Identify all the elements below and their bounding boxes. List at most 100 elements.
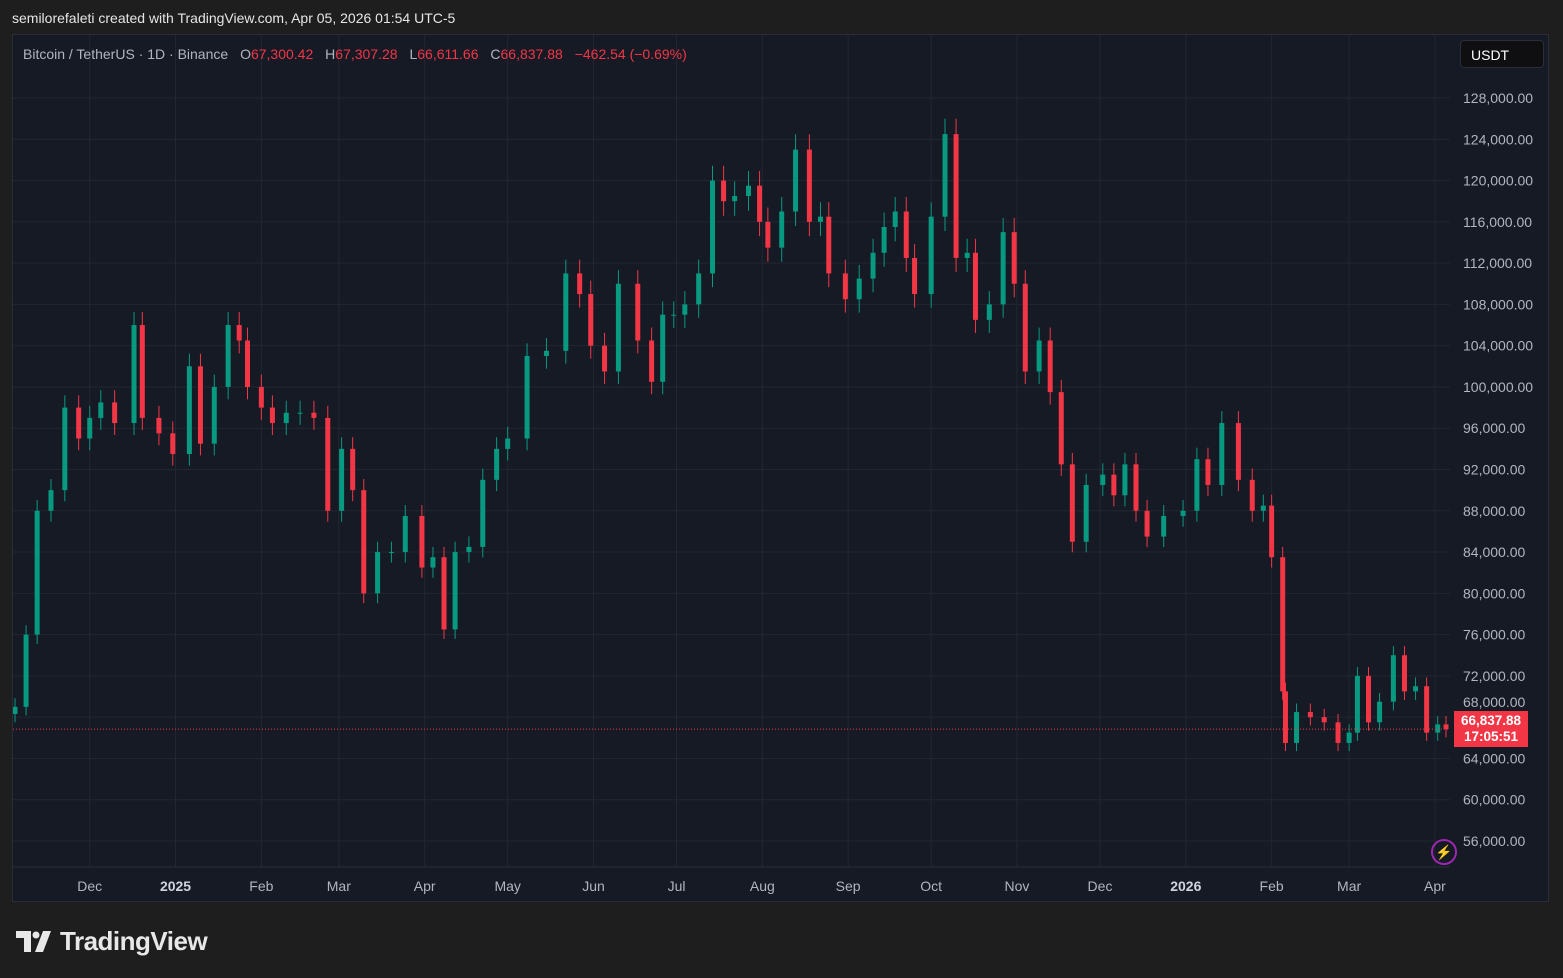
candle-up <box>13 706 18 714</box>
time-axis-label: Aug <box>750 878 775 894</box>
candle-up <box>225 325 231 387</box>
candle-up <box>494 448 500 480</box>
candlestick-chart[interactable]: 128,000.00 124,000.00 120,000.00 116,000.00… <box>13 35 1548 901</box>
candle-down <box>112 402 118 424</box>
candle-down <box>721 180 727 202</box>
candle-up <box>87 417 93 439</box>
candle-down <box>842 273 848 300</box>
time-axis-label: 2026 <box>1170 878 1201 894</box>
time-axis-label: Sep <box>836 878 861 894</box>
price-axis-label: 100,000.00 <box>1463 379 1533 395</box>
candle-up <box>466 546 472 553</box>
candle-up <box>1390 655 1396 702</box>
low-value: 66,611.66 <box>417 46 479 62</box>
candle-up <box>62 407 68 491</box>
candle-up <box>34 510 40 635</box>
time-axis-label: Jun <box>582 878 605 894</box>
time-axis-label: Dec <box>77 878 102 894</box>
candle-up <box>505 438 511 449</box>
time-axis-label: Dec <box>1088 878 1113 894</box>
candle-down <box>325 417 331 511</box>
last-price-value: 66,837.88 <box>1460 713 1522 729</box>
candle-down <box>1069 464 1075 542</box>
candle-up <box>1354 675 1360 733</box>
candle-down <box>1144 510 1150 537</box>
candle-up <box>375 552 381 594</box>
price-axis-label: 68,000.00 <box>1463 694 1525 710</box>
tradingview-logo-icon <box>16 930 51 952</box>
candle-down <box>170 433 176 455</box>
candle-up <box>1180 510 1186 516</box>
candle-down <box>1047 340 1053 393</box>
candle-down <box>1249 479 1255 511</box>
time-axis-label: Mar <box>327 878 351 894</box>
price-axis-label: 72,000.00 <box>1463 668 1525 684</box>
price-axis-label: 64,000.00 <box>1463 750 1525 766</box>
tradingview-logo[interactable]: TradingView <box>16 926 208 957</box>
candle-up <box>732 196 738 202</box>
candle-up <box>793 149 799 212</box>
candle-down <box>649 340 655 382</box>
candle-down <box>953 134 959 258</box>
chart-panel[interactable]: 128,000.00 124,000.00 120,000.00 116,000.00… <box>12 34 1549 902</box>
change-value: −462.54 (−0.69%) <box>574 46 687 62</box>
candle-down <box>269 407 275 424</box>
candle-up <box>1161 515 1167 537</box>
time-axis-label: Oct <box>920 878 942 894</box>
symbol-title[interactable]: Bitcoin / TetherUS · 1D · Binance <box>23 46 229 62</box>
candle-down <box>757 185 763 222</box>
time-axis-label: Nov <box>1005 878 1030 894</box>
candle-up <box>543 350 549 356</box>
price-axis-label: 80,000.00 <box>1463 585 1525 601</box>
last-price-label: 66,837.88 17:05:51 <box>1454 711 1528 748</box>
candle-up <box>1194 459 1200 511</box>
candle-down <box>350 448 356 491</box>
brand-name: TradingView <box>60 926 208 956</box>
candle-down <box>441 557 447 630</box>
candle-up <box>696 273 702 305</box>
candle-up <box>817 216 823 222</box>
price-axis-label: 76,000.00 <box>1463 627 1525 643</box>
candle-down <box>1424 686 1430 733</box>
candle-up <box>563 273 569 351</box>
candle-up <box>779 211 785 248</box>
candle-up <box>339 448 345 511</box>
candle-up <box>1100 474 1106 485</box>
candle-up <box>1036 340 1042 372</box>
time-axis-label: Apr <box>414 878 436 894</box>
candle-down <box>602 345 608 372</box>
candle-down <box>765 221 771 248</box>
currency-button[interactable]: USDT <box>1460 40 1544 68</box>
candle-down <box>1335 722 1341 743</box>
candle-up <box>297 412 303 414</box>
time-axis-label: May <box>494 878 520 894</box>
open-label: O <box>240 46 251 62</box>
candle-down <box>1058 392 1064 465</box>
symbol-legend: Bitcoin / TetherUS · 1D · Binance O67,30… <box>23 46 687 62</box>
price-axis-label: 104,000.00 <box>1463 338 1533 354</box>
candle-down <box>156 417 162 434</box>
bar-countdown: 17:05:51 <box>1463 729 1519 745</box>
open-value: 67,300.42 <box>250 46 314 62</box>
candle-up <box>1413 686 1419 692</box>
candle-up <box>1219 423 1225 485</box>
price-axis-label: 112,000.00 <box>1463 255 1532 271</box>
candle-down <box>197 366 203 444</box>
candle-up <box>452 552 458 630</box>
candle-up <box>942 134 948 217</box>
candle-down <box>1401 655 1407 692</box>
candle-up <box>745 185 751 197</box>
candle-up <box>1435 724 1441 733</box>
high-label: H <box>325 46 336 62</box>
high-value: 67,307.28 <box>335 46 398 62</box>
candle-down <box>1235 423 1241 480</box>
candle-up <box>524 355 530 439</box>
candle-down <box>245 340 251 387</box>
candle-up <box>986 304 992 320</box>
lightning-icon[interactable]: ⚡ <box>1431 839 1457 865</box>
price-axis-label: 108,000.00 <box>1463 296 1533 312</box>
price-axis-label: 116,000.00 <box>1463 214 1532 230</box>
candle-up <box>48 490 54 511</box>
time-axis-label: Mar <box>1337 878 1361 894</box>
candle-up <box>430 557 436 568</box>
